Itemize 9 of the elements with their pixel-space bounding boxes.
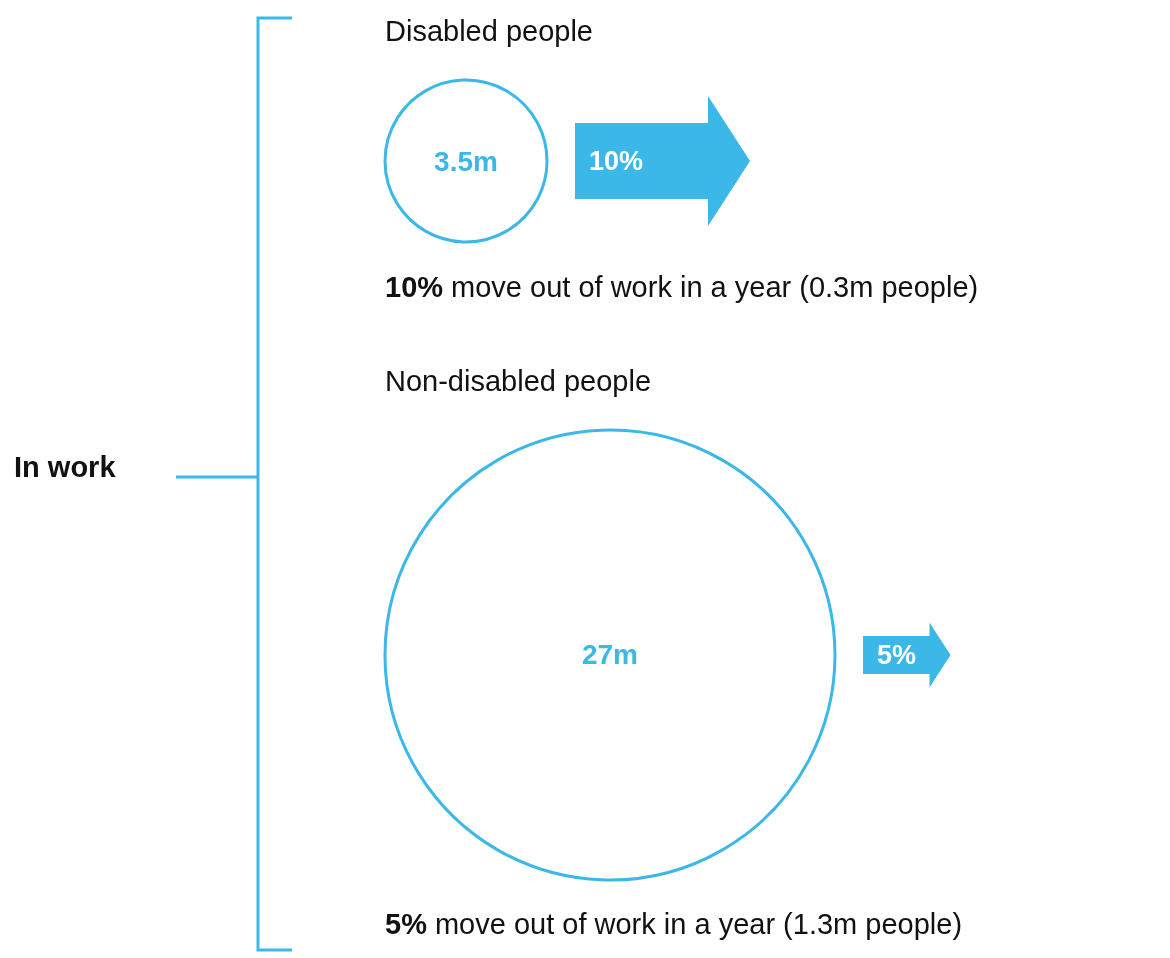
text: 5% move out of work in a year (1.3m people) (385, 908, 963, 941)
category-label: Non-disabled people (385, 364, 652, 397)
data-label: 3.5m (434, 145, 498, 177)
text: In work (14, 450, 117, 483)
data-label: 10% (589, 146, 644, 177)
data-label: 5% (876, 639, 917, 670)
text: 10% move out of work in a year (0.3m people) (385, 270, 979, 303)
data-label: 27m (581, 639, 639, 671)
category-label: Disabled people (385, 14, 593, 47)
